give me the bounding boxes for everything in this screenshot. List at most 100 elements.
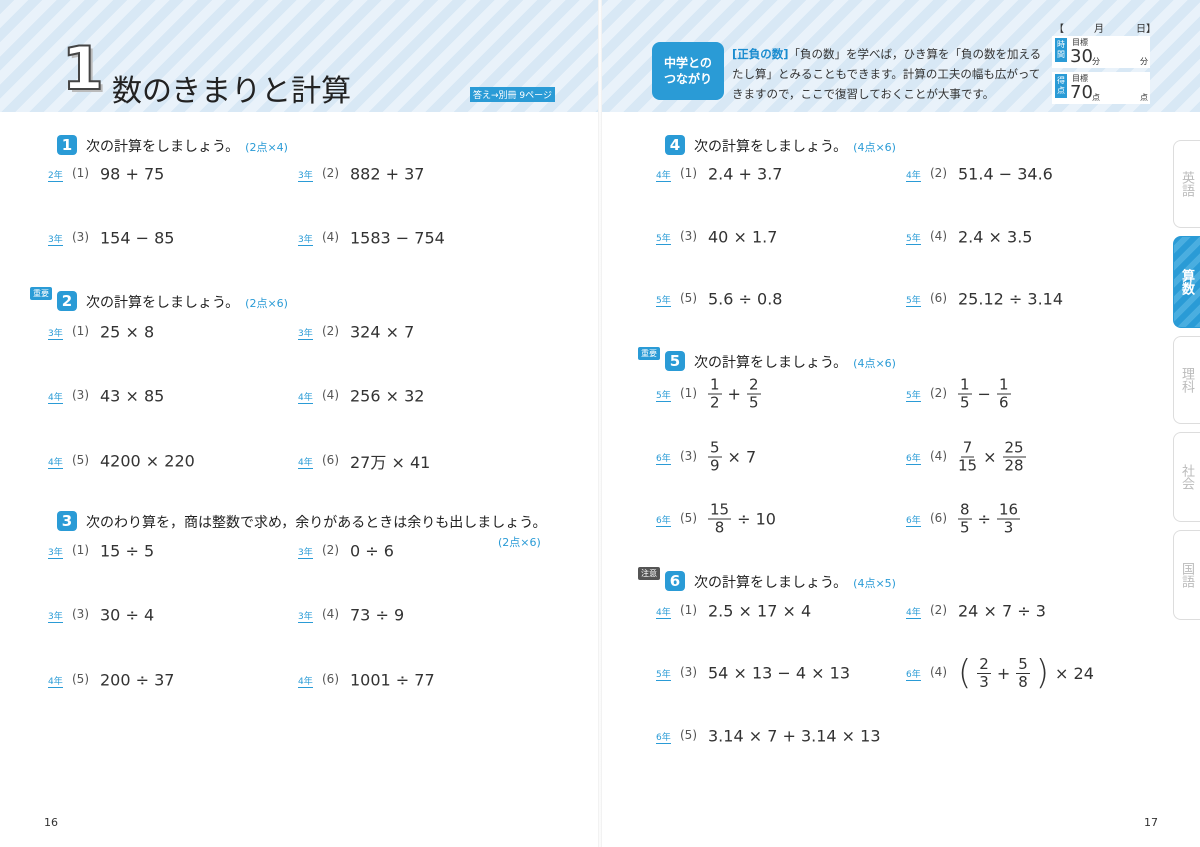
grade: 4年: [906, 168, 921, 182]
grade: 3年: [48, 545, 63, 559]
term: 1001 ÷ 77: [350, 670, 435, 690]
expression: 2.4 × 3.5: [958, 228, 1032, 247]
term: 2.4 × 3.5: [958, 227, 1033, 247]
expression: 0 ÷ 6: [350, 542, 394, 561]
index: (2): [322, 543, 339, 557]
term: 2.4 + 3.7: [708, 164, 783, 184]
subject-tab: 理科: [1173, 336, 1200, 424]
index: (2): [930, 166, 947, 180]
index: (3): [72, 388, 89, 402]
denominator: 28: [1004, 456, 1024, 475]
points: (4点×6): [853, 357, 896, 370]
points: (4点×5): [853, 577, 896, 590]
term: 882 + 37: [350, 164, 425, 184]
term: 40 × 1.7: [708, 227, 778, 247]
expression: 200 ÷ 37: [100, 671, 174, 690]
expression: 2.4 + 3.7: [708, 165, 782, 184]
index: (6): [322, 672, 339, 686]
grade: 4年: [298, 674, 313, 688]
grade: 6年: [656, 730, 671, 744]
term: × 24: [1055, 663, 1094, 683]
unit: 点: [1140, 93, 1148, 102]
unit: 分: [1140, 57, 1148, 66]
term: 30 ÷ 4: [100, 605, 155, 625]
numerator: 1: [958, 375, 972, 395]
term: ): [1035, 653, 1050, 693]
term: 73 ÷ 9: [350, 605, 405, 625]
index: (1): [72, 543, 89, 557]
expression: 1 2 +2 5: [708, 375, 761, 412]
term: +: [996, 663, 1011, 683]
subject-tab: 算数: [1173, 236, 1200, 328]
grade: 3年: [48, 609, 63, 623]
index: (5): [72, 453, 89, 467]
goal-label: 目標: [1072, 38, 1088, 47]
term: 324 × 7: [350, 322, 415, 342]
grade: 4年: [298, 455, 313, 469]
expression: 54 × 13 − 4 × 13: [708, 664, 850, 683]
section-number: 1: [57, 135, 77, 155]
chapter-title: 数のきまりと計算: [112, 74, 352, 109]
score-label: 得点: [1055, 74, 1067, 98]
badge: 重要: [638, 347, 660, 360]
record-box: 【 月 日】 時間 目標 30 分 分 得点 目標 70 点 点: [1052, 20, 1156, 104]
index: (3): [72, 607, 89, 621]
bracket: 【: [1054, 24, 1064, 35]
index: (6): [930, 291, 947, 305]
expression: 40 × 1.7: [708, 228, 777, 247]
numerator: 1: [996, 375, 1011, 395]
numerator: 1: [708, 375, 722, 395]
term: ÷ 10: [737, 509, 776, 529]
expression: 43 × 85: [100, 387, 164, 406]
grade: 5年: [906, 231, 921, 245]
label-line: 中学との: [664, 56, 712, 70]
denominator: 8: [1018, 672, 1028, 691]
grade: 3年: [298, 232, 313, 246]
grade: 4年: [48, 674, 63, 688]
grade: 6年: [906, 513, 921, 527]
expression: 5 9 × 7: [708, 438, 757, 475]
expression: 25.12 ÷ 3.14: [958, 290, 1063, 309]
term: 51.4 − 34.6: [958, 164, 1053, 184]
grade: 5年: [656, 293, 671, 307]
index: (5): [72, 672, 89, 686]
numerator: 2: [746, 375, 761, 395]
points: (2点×6): [245, 297, 288, 310]
grade: 4年: [48, 455, 63, 469]
index: (1): [680, 166, 697, 180]
grade: 6年: [906, 667, 921, 681]
numerator: 5: [708, 438, 722, 458]
fraction: 25 28: [1002, 439, 1026, 475]
section-number: 3: [57, 511, 77, 531]
expression: 15 ÷ 5: [100, 542, 154, 561]
grade: 5年: [656, 231, 671, 245]
grade: 4年: [298, 390, 313, 404]
score-goal: 70: [1070, 82, 1093, 103]
grade: 4年: [48, 390, 63, 404]
fraction: 15 8: [708, 501, 732, 537]
grade: 3年: [48, 326, 63, 340]
expression: 24 × 7 ÷ 3: [958, 602, 1046, 621]
numerator: 2: [977, 654, 991, 674]
denominator: 15: [958, 456, 978, 475]
points: (2点×6): [498, 536, 541, 549]
label-line: つながり: [663, 72, 712, 86]
index: (4): [322, 607, 339, 621]
term: × 7: [727, 447, 757, 467]
points: (2点×4): [245, 141, 288, 154]
time-goal: 30: [1070, 46, 1093, 67]
expression: 8 5 ÷ 16 3: [958, 501, 1021, 537]
expression: 154 − 85: [100, 229, 174, 248]
keyword: [正負の数]: [732, 47, 789, 61]
expression: 1 5−1 6: [958, 375, 1011, 412]
fraction: 16 3: [996, 501, 1021, 537]
term: ×: [983, 447, 997, 467]
index: (3): [680, 229, 697, 243]
expression: 3.14 × 7 + 3.14 × 13: [708, 727, 881, 746]
denominator: 5: [748, 393, 759, 412]
term: 98 + 75: [100, 164, 165, 184]
subject-tab: 社会: [1173, 432, 1200, 522]
